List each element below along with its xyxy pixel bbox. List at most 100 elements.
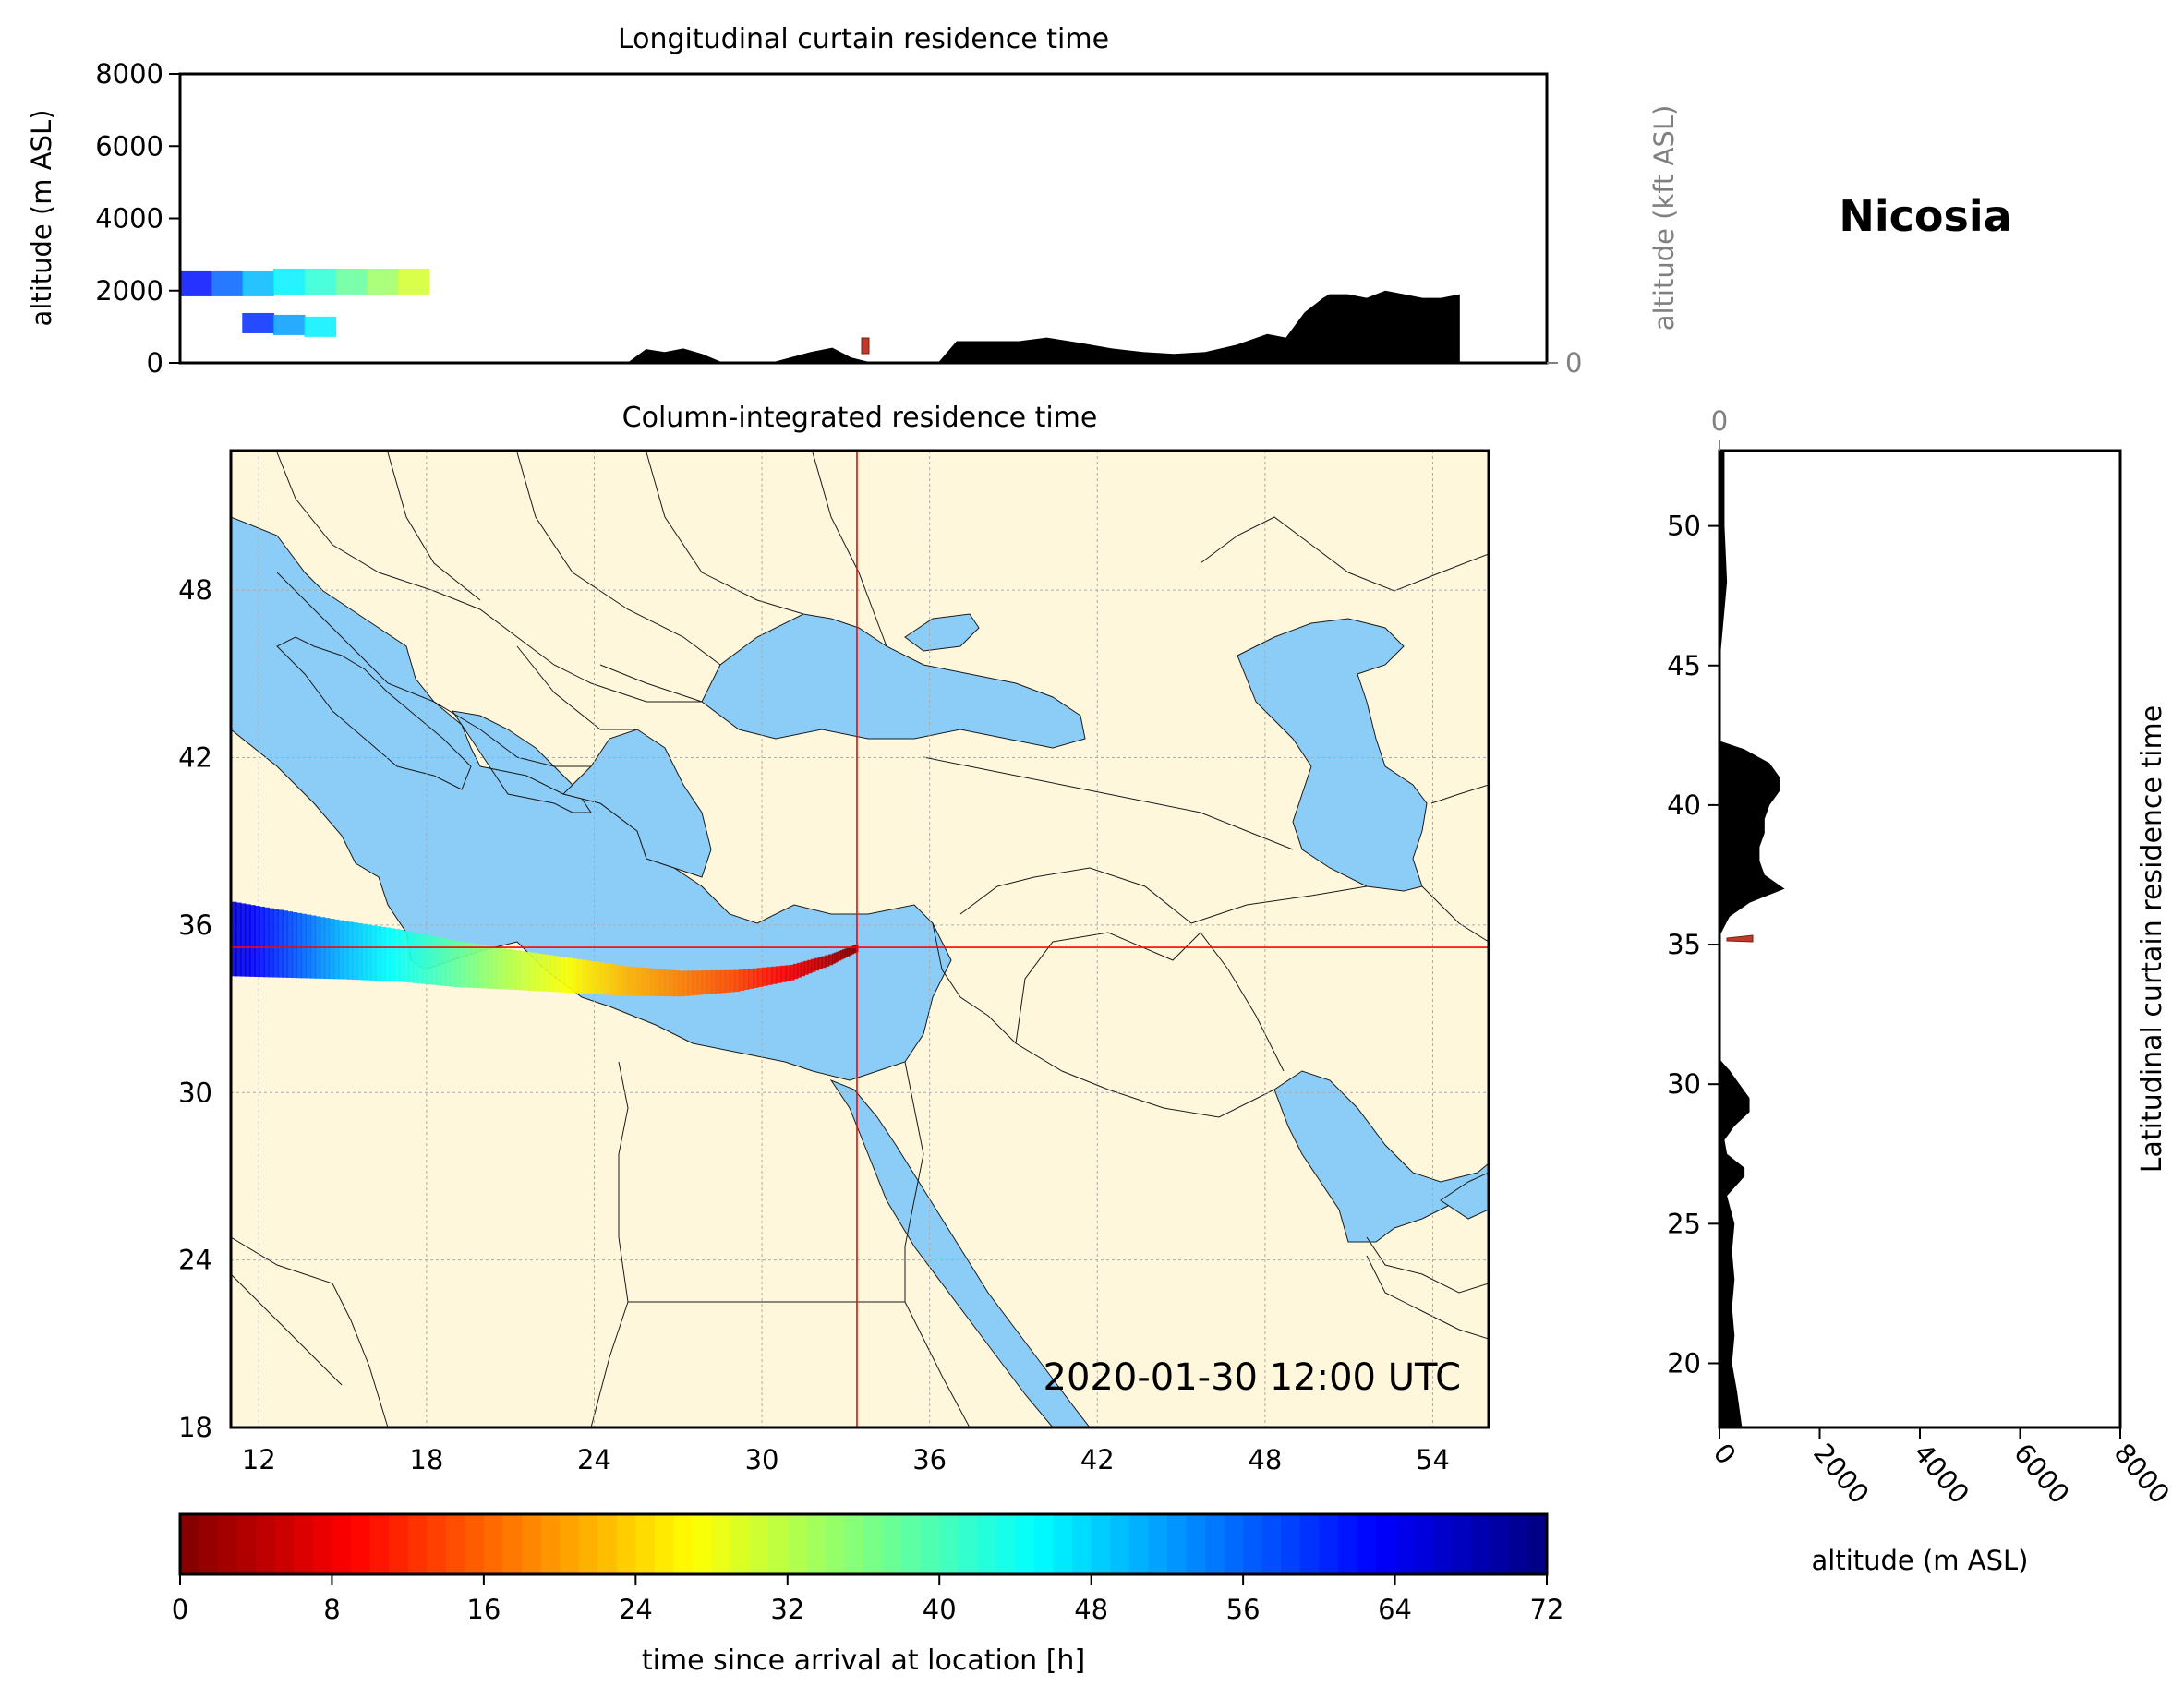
right-xtick-label: 2000 [1807,1438,1875,1510]
plume-cell [766,967,773,985]
plume-cell [496,947,503,990]
plume-cell [575,958,582,994]
colorbar-segment [1376,1514,1396,1574]
plume-cell [821,956,827,969]
colorbar-tick-label: 40 [923,1594,957,1625]
plume-cell [548,955,554,993]
colorbar-segment [1452,1514,1472,1574]
right-xtick-label: 0 [1707,1438,1743,1471]
plume-cell [848,946,852,956]
colorbar-segment [787,1514,808,1574]
plume-cell [487,945,493,989]
colorbar-segment [199,1514,220,1574]
longitudinal-title: Longitudinal curtain residence time [618,23,1109,55]
colorbar-segment [294,1514,314,1574]
colorbar-tick-label: 72 [1530,1594,1564,1625]
map-xtick-label: 12 [242,1444,276,1475]
plume-cell [277,909,284,978]
colorbar-segment [445,1514,466,1574]
top-ticks: 02000400060008000050100 [95,58,1582,379]
plume-cell [366,924,372,981]
plume-cell [407,931,415,983]
plume-cell [655,969,661,996]
plume-cell [580,959,586,994]
longitudinal-curtain-panel: Longitudinal curtain residence time 0 200… [26,23,1680,379]
colorbar-segment [1166,1514,1188,1574]
plume-cell [825,955,830,967]
map-ytick-label: 42 [178,742,212,774]
plume-cell [834,952,838,963]
right-terrain-area [1719,451,1785,1427]
plume-cell [398,929,405,982]
colorbar-segment [180,1514,200,1574]
colorbar-segment [1508,1514,1529,1574]
plume-cell [430,936,438,985]
colorbar-segment [351,1514,371,1574]
top-heat-cell [211,270,244,296]
colorbar-segment [1128,1514,1150,1574]
plume-cell [524,951,531,991]
colorbar-segment [1034,1514,1055,1574]
map-ytick-label: 36 [178,909,212,941]
plume-cell [603,963,610,995]
plume-cell [827,954,834,966]
plume-cell [771,966,778,984]
plume-cell [626,966,633,996]
plume-cell [589,961,596,994]
plume-cell [323,918,331,980]
colorbar-segments [180,1514,1548,1574]
right-xtick-label: 6000 [2008,1438,2075,1510]
colorbar-segment [1110,1514,1130,1574]
plume-cell [664,969,670,997]
plume-cell [673,970,680,997]
colorbar-segment [465,1514,485,1574]
plume-cell [459,942,465,988]
right-ylabel: Latitudinal curtain residence time [2136,705,2168,1173]
plume-cell [272,909,279,978]
plume-cell [305,914,312,979]
plume-cell [706,970,713,994]
top-ylabel: altitude (m ASL) [26,110,57,327]
plume-cell [528,952,536,991]
colorbar-tick-label: 56 [1226,1594,1261,1625]
map-xtick-label: 36 [912,1444,947,1475]
plume-cell [838,950,842,961]
plume-cell [696,970,703,995]
plume-cell [724,969,731,993]
plume-cell [800,961,805,977]
colorbar-segment [635,1514,656,1574]
colorbar-segment [1490,1514,1510,1574]
colorbar-segment [995,1514,1017,1574]
red-sea [829,1078,1091,1427]
plume-cell [491,946,499,989]
colorbar-segment [312,1514,333,1574]
adriatic-sea [276,636,472,790]
plume-cell [635,967,643,996]
timestamp-label: 2020-01-30 12:00 UTC [1044,1356,1461,1399]
colorbar-segment [236,1514,258,1574]
top-heat-cell [242,312,274,333]
colorbar-segment [1470,1514,1491,1574]
plume-cell [831,953,836,964]
plume-cell [231,901,237,977]
plume-cell [852,945,857,954]
plume-cell [268,908,274,978]
plume-cell [533,953,540,992]
plume-cell [762,967,768,986]
plume-cell [300,913,308,979]
plume-cell [617,965,624,996]
plume-cell [738,969,745,992]
top-ytick-label: 2000 [95,275,163,307]
plume-cell [842,949,846,959]
plume-cell [719,969,727,994]
plume-cell [687,970,694,996]
plume-cell [844,948,849,957]
colorbar-tick-label: 48 [1074,1594,1108,1625]
plume-cell [375,926,381,981]
plume-cell [356,922,363,981]
top-heat-cell [397,268,430,295]
plume-cell [585,960,591,994]
plume-cell [836,951,840,962]
plume-cell [537,954,545,992]
colorbar-segment [693,1514,713,1574]
